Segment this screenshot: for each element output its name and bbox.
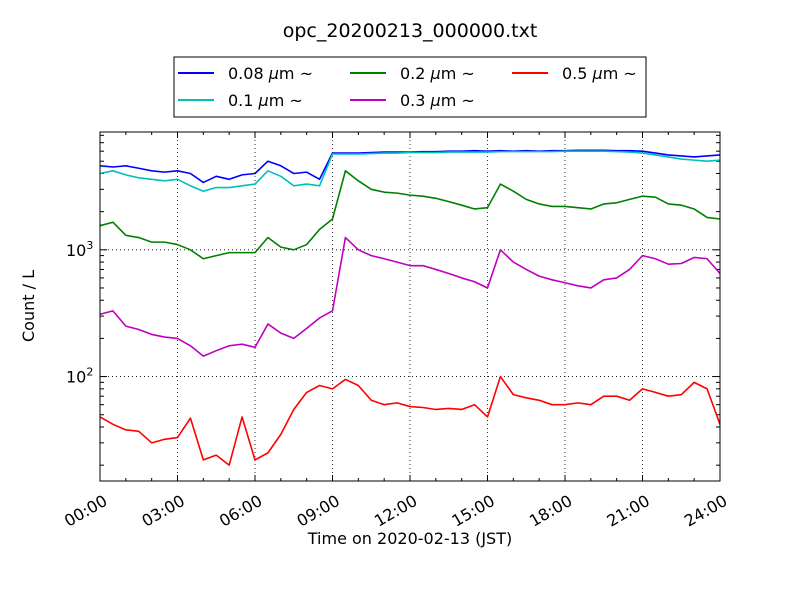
- series-line-2: [99, 170, 721, 260]
- series-line-4: [99, 375, 721, 466]
- x-axis-label: Time on 2020-02-13 (JST): [307, 529, 512, 548]
- chart-title: opc_20200213_000000.txt: [283, 20, 538, 42]
- y-axis-label: Count / L: [19, 270, 38, 342]
- legend-entry-3: 0.3 µm ~: [400, 91, 475, 110]
- legend: 0.08 µm ~ 0.1 µm ~ 0.2 µm ~ 0.3 µm ~ 0.5 µm …: [173, 56, 647, 118]
- plot-frame: [99, 131, 721, 482]
- plot-area: [99, 132, 721, 481]
- legend-frame: [173, 56, 647, 118]
- legend-entry-4: 0.5 µm ~: [562, 64, 637, 83]
- legend-entry-1: 0.1 µm ~: [228, 91, 303, 110]
- series-line-1: [99, 150, 721, 192]
- y-tick-labels: 102 103: [66, 239, 93, 387]
- y-tick-label: 103: [66, 239, 93, 260]
- y-tick-label: 102: [66, 366, 93, 387]
- legend-entry-0: 0.08 µm ~: [228, 64, 313, 83]
- legend-entry-2: 0.2 µm ~: [400, 64, 475, 83]
- series-line-3: [99, 236, 721, 357]
